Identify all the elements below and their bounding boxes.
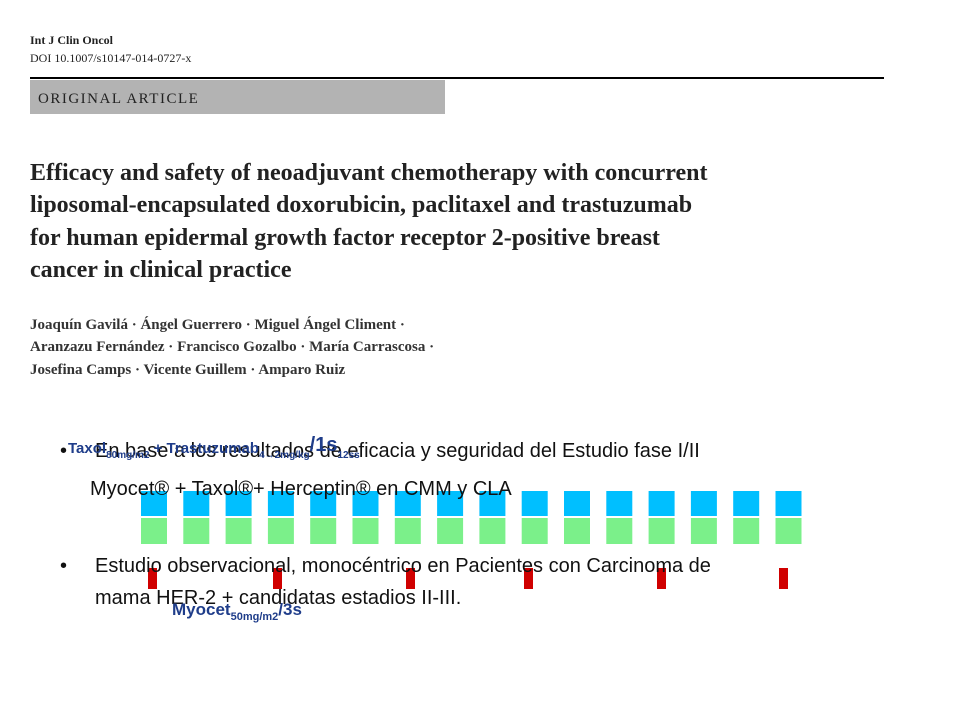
weekly-block: [521, 518, 548, 544]
cycle-label: Myocet50mg/m2/3s: [172, 600, 302, 623]
weekly-block: [183, 518, 210, 544]
weekly-block: [733, 491, 760, 516]
cycle-bar: [524, 568, 533, 589]
weekly-block: [310, 518, 337, 544]
weekly-block: [775, 518, 802, 544]
weekly-block: [606, 518, 633, 544]
weekly-label: Taxol80mg/m2 + Trastuzumab4→2mg/kg/1s12s…: [68, 434, 360, 461]
weekly-block: [352, 491, 379, 516]
weekly-block: [437, 491, 464, 516]
interval: /1s: [310, 434, 338, 456]
weekly-block: [394, 518, 421, 544]
weekly-block: [183, 491, 210, 516]
doi: DOI 10.1007/s10147-014-0727-x: [30, 51, 191, 65]
dose: 50mg/m2: [231, 611, 279, 623]
weekly-block: [648, 518, 675, 544]
weekly-block: [775, 491, 802, 516]
title-line: for human epidermal growth factor recept…: [30, 225, 660, 251]
bullet-text: Estudio observacional, monocéntrico en P…: [95, 555, 711, 577]
weekly-block: [437, 518, 464, 544]
weekly-block: [564, 491, 590, 516]
cycle-bar: [657, 568, 666, 589]
bullet-mark: •: [60, 440, 67, 462]
drug: + Trastuzumab: [149, 440, 259, 457]
bullet-text: Myocet® + Taxol®+ Herceptin® en CMM y CL…: [90, 478, 512, 500]
drug: Myocet: [172, 600, 231, 619]
weekly-block: [733, 518, 760, 544]
cycle-bar: [148, 568, 157, 589]
bullet-mark: •: [60, 555, 67, 577]
title-line: liposomal-encapsulated doxorubicin, pacl…: [30, 192, 692, 218]
weekly-block: [564, 518, 590, 544]
weekly-block: [352, 518, 379, 544]
bullet-text: En base a los resultados de eficacia y s…: [95, 440, 700, 462]
author-line: Josefina Camps · Vicente Guillem · Ampar…: [30, 362, 345, 378]
weekly-block: [310, 491, 337, 516]
section-box: [30, 80, 445, 114]
weekly-block: [606, 491, 633, 516]
drug: Taxol: [68, 440, 106, 457]
weekly-block: [479, 518, 506, 544]
title-line: Efficacy and safety of neoadjuvant chemo…: [30, 160, 708, 186]
weekly-block: [394, 491, 421, 516]
weekly-block: [690, 518, 717, 544]
count: 12ss: [337, 450, 360, 461]
title-line: cancer in clinical practice: [30, 257, 292, 283]
dose: 4→2mg/kg: [259, 450, 310, 461]
dose: 80mg/m2: [106, 450, 150, 461]
weekly-block: [521, 491, 548, 516]
author-line: Joaquín Gavilá · Ángel Guerrero · Miguel…: [30, 316, 405, 333]
weekly-block: [225, 491, 252, 516]
bullet-text: mama HER-2 + candidatas estadios II-III.: [95, 587, 461, 609]
cycle-bar: [779, 568, 788, 589]
weekly-block: [690, 491, 717, 516]
weekly-block: [267, 491, 294, 516]
weekly-block: [141, 518, 167, 544]
weekly-block: [479, 491, 506, 516]
author-line: Aranzazu Fernández · Francisco Gozalbo ·…: [30, 339, 434, 355]
weekly-block: [648, 491, 675, 516]
weekly-block: [267, 518, 294, 544]
journal: Int J Clin Oncol: [30, 33, 114, 47]
weekly-block: [225, 518, 252, 544]
cycle-bar: [273, 568, 282, 589]
section: ORIGINAL ARTICLE: [38, 91, 199, 107]
interval: /3s: [278, 600, 302, 619]
weekly-block: [141, 491, 167, 516]
cycle-bar: [406, 568, 415, 589]
